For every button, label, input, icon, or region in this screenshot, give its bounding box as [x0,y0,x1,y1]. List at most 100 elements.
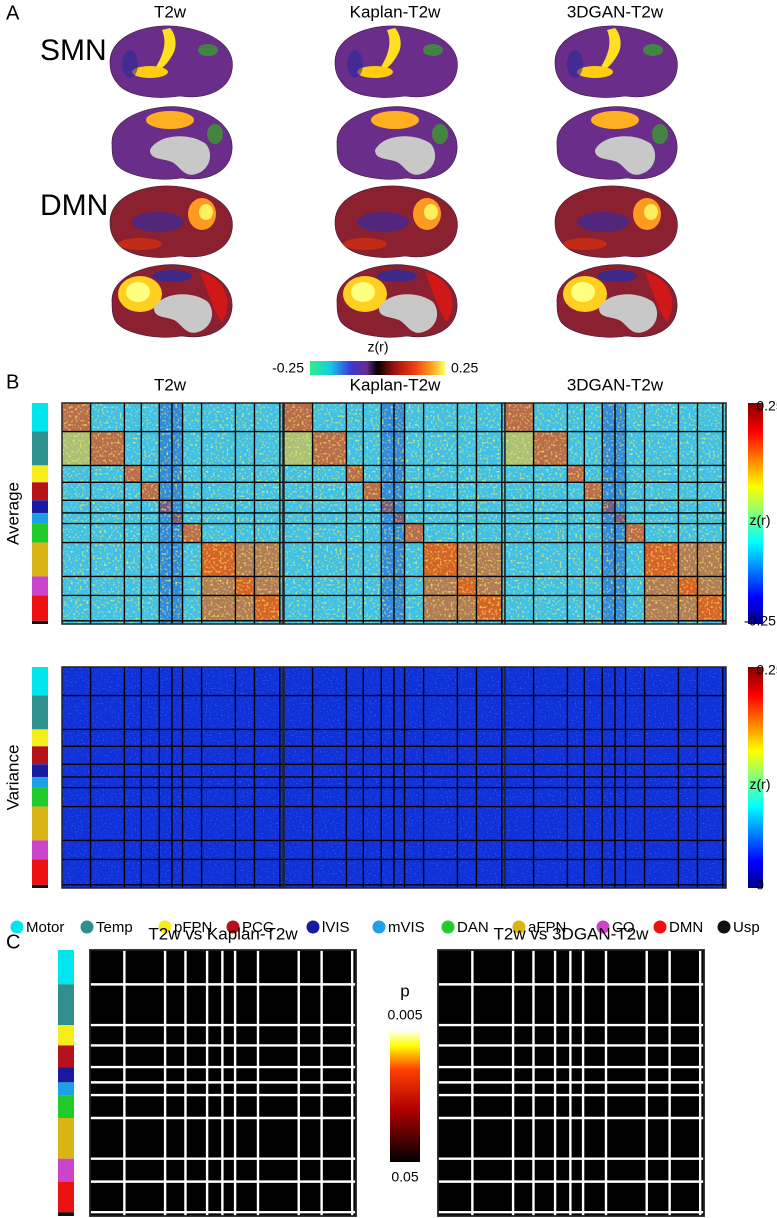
network-bar [58,984,74,1026]
legend-swatch [226,920,240,934]
legend-swatch [596,920,610,934]
column-title: 3DGAN-T2w [567,375,664,394]
network-bar [32,667,48,696]
matrix [504,402,727,625]
matrix-frame [504,402,727,625]
network-bar [32,776,48,788]
activation [599,28,621,71]
medial-wall [599,294,658,333]
activation [571,282,595,302]
legend-label: CO [612,919,635,936]
legend-label: Motor [26,919,64,936]
medial-wall [375,136,436,175]
brain [336,264,458,338]
matrix [61,402,284,625]
activation [347,50,363,78]
legend-swatch [512,920,526,934]
activation [126,282,150,302]
network-bar [32,482,48,501]
colorbar-tick: 0.05 [391,1169,418,1185]
network-bar [32,787,48,807]
legend-label: PCC [242,919,274,936]
brain [554,185,678,258]
column-title: Kaplan-T2w [350,375,441,394]
activation [118,238,162,250]
column-title: T2w [154,375,187,394]
brain [556,106,678,180]
network-bar [58,1082,74,1096]
legend-label: aFPN [528,919,566,936]
network-bar [58,1118,74,1159]
network-bar [32,884,48,888]
activation [423,44,443,56]
activation [199,204,213,220]
activation [424,204,438,220]
network-bar [32,859,48,885]
network-bar [58,1181,74,1213]
matrix [504,666,727,889]
legend-label: mVIS [388,919,425,936]
activation [652,124,668,144]
brain [111,106,233,180]
network-bar [32,465,48,483]
medial-wall [154,294,213,333]
brain [334,185,458,258]
matrix-frame [89,949,357,1217]
colorbar-label: z(r) [750,512,771,528]
legend-label: DMN [669,919,703,936]
brain [109,185,233,258]
brain [556,264,678,338]
network-bar [32,595,48,621]
activation [645,272,673,322]
matrix-title: T2w vs 3DGAN-T2w [494,924,650,943]
network-bar [32,840,48,860]
colorbar [748,403,763,624]
panel-label: A [6,2,20,24]
activation [379,28,401,71]
colorbar-tick: -0.25 [744,613,776,629]
activation [577,212,629,232]
colorbar [390,1030,420,1162]
activation [591,111,639,129]
row-label: DMN [40,189,108,222]
network-bar [32,512,48,524]
network-bar [32,620,48,624]
activation [122,50,138,78]
activation [563,238,607,250]
colorbar-label: z(r) [750,776,771,792]
medial-wall [379,294,438,333]
legend-label: Usp [733,919,760,936]
network-bar [32,764,48,777]
activation [357,66,393,78]
activation [577,66,613,78]
brain [336,106,458,180]
activation [152,270,192,282]
network-bar [58,950,74,985]
matrix-title: T2w vs Kaplan-T2w [148,924,298,943]
legend-swatch [653,920,667,934]
legend-swatch [717,920,731,934]
activation [425,272,453,322]
panel-label: B [6,371,19,393]
medial-wall [150,136,211,175]
matrix [437,949,705,1217]
legend-label: pFPN [174,919,212,936]
network-bar [58,1067,74,1083]
network-bar [32,542,48,577]
row-label: SMN [40,34,107,67]
colorbar-tick: 0.25 [756,398,777,414]
network-bar [58,1045,74,1068]
legend-label: lVIS [322,919,350,936]
network-bar [58,1212,74,1216]
matrix [61,666,284,889]
activation [343,238,387,250]
matrix-frame [61,402,284,625]
colorbar-tick: 0 [756,877,764,893]
activation [200,272,228,322]
activation [207,124,223,144]
row-label: Average [3,482,22,545]
activation [146,111,194,129]
colorbar [310,361,445,375]
